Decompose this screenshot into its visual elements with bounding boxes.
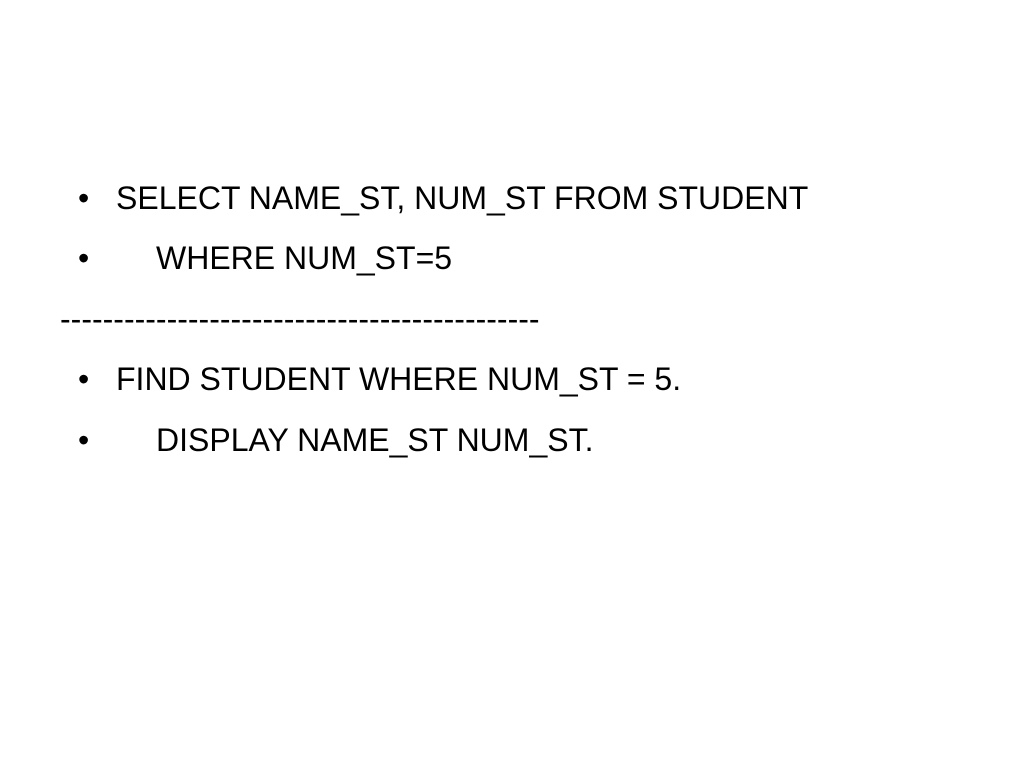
divider-line: ----------------------------------------… — [60, 296, 964, 342]
bullet-icon: • — [60, 175, 116, 221]
list-item-text: FIND STUDENT WHERE NUM_ST = 5. — [116, 356, 964, 402]
bullet-icon: • — [60, 235, 116, 281]
bullet-icon: • — [60, 417, 116, 463]
list-item-text: WHERE NUM_ST=5 — [116, 235, 964, 281]
list-item: • WHERE NUM_ST=5 — [60, 235, 964, 281]
list-item: • FIND STUDENT WHERE NUM_ST = 5. — [60, 356, 964, 402]
list-item: • SELECT NAME_ST, NUM_ST FROM STUDENT — [60, 175, 964, 221]
list-item: • DISPLAY NAME_ST NUM_ST. — [60, 417, 964, 463]
list-item-text: SELECT NAME_ST, NUM_ST FROM STUDENT — [116, 175, 964, 221]
list-item-text: DISPLAY NAME_ST NUM_ST. — [116, 417, 964, 463]
slide-content: • SELECT NAME_ST, NUM_ST FROM STUDENT • … — [60, 175, 964, 477]
bullet-icon: • — [60, 356, 116, 402]
